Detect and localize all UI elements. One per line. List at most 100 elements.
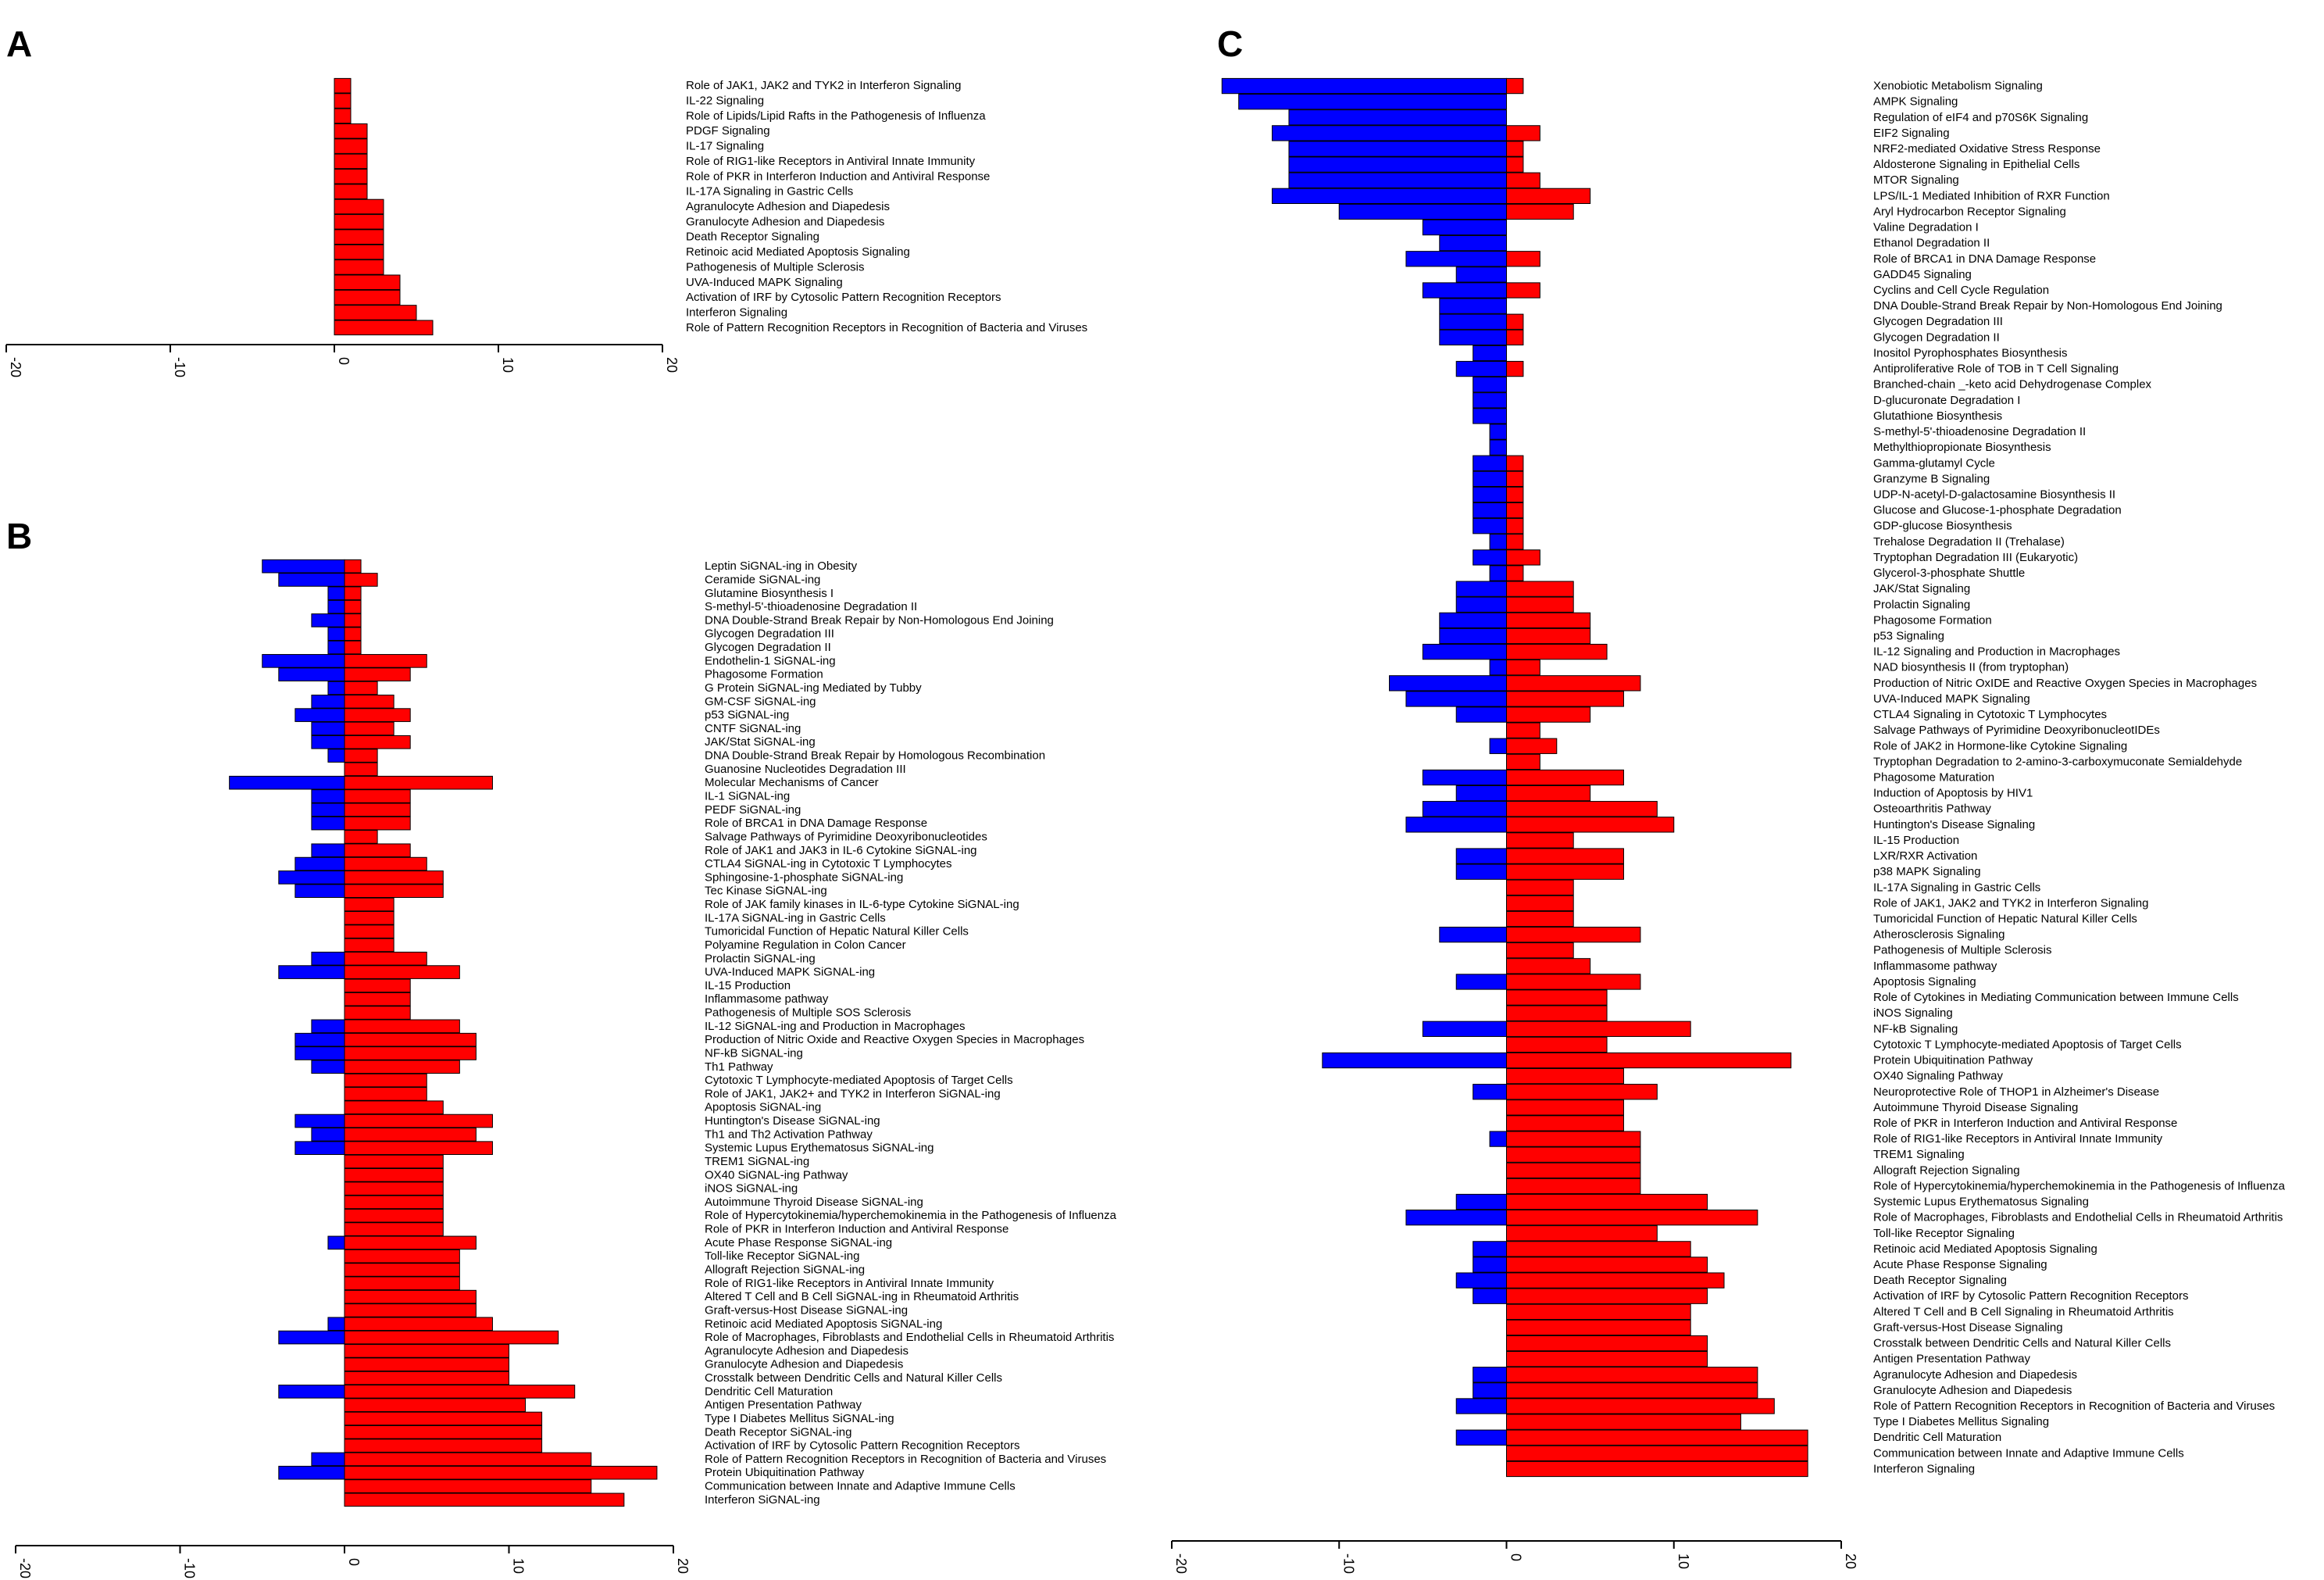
category-label: Cytotoxic T Lymphocyte-mediated Apoptosi… — [705, 1074, 1013, 1087]
bar-c-positive-66 — [1506, 1115, 1624, 1131]
bar-c-positive-49 — [1506, 848, 1624, 864]
bar-c-negative-64 — [1473, 1084, 1508, 1100]
bar-b-positive-59 — [344, 1357, 509, 1372]
category-label: IL-17 Signaling — [686, 140, 764, 153]
category-label: Apoptosis Signaling — [1873, 975, 1976, 988]
bar-b-positive-35 — [344, 1032, 477, 1047]
bar-c-positive-48 — [1506, 832, 1574, 849]
category-label: Granulocyte Adhesion and Diapedesis — [686, 215, 884, 228]
bar-b-positive-26 — [344, 911, 394, 925]
category-label: p38 MAPK Signaling — [1873, 865, 1981, 878]
bar-b-negative-0 — [262, 559, 345, 574]
category-label: MTOR Signaling — [1873, 173, 1959, 187]
category-label: UVA-Induced MAPK SiGNAL-ing — [705, 966, 875, 979]
bar-b-negative-29 — [311, 951, 345, 966]
bar-c-positive-64 — [1506, 1084, 1658, 1100]
bar-c-positive-29 — [1506, 534, 1524, 550]
bar-c-negative-54 — [1439, 926, 1508, 943]
bar-c-positive-7 — [1506, 188, 1591, 205]
bar-c-positive-78 — [1506, 1303, 1691, 1320]
bar-c-positive-39 — [1506, 691, 1624, 707]
bar-c-positive-50 — [1506, 863, 1624, 880]
category-label: Prolactin Signaling — [1873, 598, 1970, 611]
bar-b-positive-19 — [344, 816, 411, 831]
category-label: Role of PKR in Interferon Induction and … — [705, 1223, 1008, 1236]
bar-b-positive-0 — [344, 559, 362, 574]
bar-c-negative-67 — [1489, 1131, 1507, 1147]
bar-c-positive-61 — [1506, 1036, 1608, 1053]
category-label: Induction of Apoptosis by HIV1 — [1873, 787, 2033, 800]
category-label: Antigen Presentation Pathway — [1873, 1353, 2030, 1366]
bar-b-positive-24 — [344, 884, 444, 899]
category-label: UVA-Induced MAPK Signaling — [686, 276, 843, 289]
bar-a-positive-5 — [334, 153, 368, 170]
category-label: NF-kB SiGNAL-ing — [705, 1046, 803, 1060]
category-label: Interferon Signaling — [686, 306, 787, 319]
category-label: Role of RIG1-like Receptors in Antiviral… — [705, 1277, 994, 1290]
bar-b-positive-7 — [344, 654, 427, 668]
bar-b-negative-21 — [311, 843, 345, 858]
category-label: Systemic Lupus Erythematosus SiGNAL-ing — [705, 1142, 934, 1155]
category-label: Granulocyte Adhesion and Diapedesis — [705, 1358, 903, 1371]
category-label: Phagosome Formation — [705, 668, 823, 681]
category-label: Agranulocyte Adhesion and Diapedesis — [705, 1344, 909, 1357]
bar-b-positive-39 — [344, 1087, 427, 1101]
category-label: IL-17A SiGNAL-ing in Gastric Cells — [705, 911, 886, 924]
bar-a-positive-2 — [334, 108, 352, 124]
bar-c-negative-36 — [1422, 643, 1508, 660]
category-label: Prolactin SiGNAL-ing — [705, 952, 816, 965]
category-label: Role of RIG1-like Receptors in Antiviral… — [686, 155, 976, 168]
bar-b-positive-38 — [344, 1073, 427, 1088]
category-label: Role of JAK2 in Hormone-like Cytokine Si… — [1873, 739, 2127, 752]
category-label: Agranulocyte Adhesion and Diapedesis — [1873, 1368, 2077, 1382]
x-tick-label: 0 — [346, 1558, 362, 1566]
bar-b-negative-56 — [327, 1317, 345, 1332]
bar-b-positive-50 — [344, 1235, 477, 1250]
bar-b-positive-32 — [344, 992, 411, 1006]
bar-b-negative-35 — [295, 1032, 345, 1047]
category-label: Role of RIG1-like Receptors in Antiviral… — [1873, 1132, 2163, 1146]
bar-b-positive-45 — [344, 1167, 444, 1182]
bar-c-negative-20 — [1473, 392, 1508, 409]
bar-b-negative-42 — [311, 1128, 345, 1142]
bar-b-negative-7 — [262, 654, 345, 668]
bar-c-negative-33 — [1455, 596, 1507, 613]
bar-b-positive-1 — [344, 573, 378, 587]
bar-b-negative-13 — [311, 735, 345, 749]
bar-b-positive-8 — [344, 667, 411, 681]
x-tick-label: 20 — [664, 357, 680, 373]
bar-b-negative-24 — [295, 884, 345, 899]
bar-a-positive-9 — [334, 214, 384, 230]
bar-c-positive-31 — [1506, 565, 1524, 581]
category-label: Role of Pattern Recognition Receptors in… — [686, 321, 1087, 334]
category-label: iNOS Signaling — [1873, 1006, 1953, 1020]
bar-c-positive-72 — [1506, 1209, 1758, 1226]
bar-c-negative-15 — [1439, 313, 1508, 330]
bar-c-positive-63 — [1506, 1067, 1624, 1085]
bar-c-negative-6 — [1288, 172, 1507, 188]
bar-b-positive-25 — [344, 897, 394, 912]
category-label: Graft-versus-Host Disease Signaling — [1873, 1321, 2063, 1334]
panel-c-chart: Xenobiotic Metabolism Signaling AMPK Sign… — [1171, 77, 2286, 1574]
category-label: Pathogenesis of Multiple SOS Sclerosis — [705, 1006, 911, 1020]
category-label: Protein Ubiquitination Pathway — [1873, 1054, 2033, 1067]
category-label: Ceramide SiGNAL-ing — [705, 573, 820, 586]
bar-c-positive-59 — [1506, 1005, 1608, 1021]
category-label: Tumoricidal Function of Hepatic Natural … — [1873, 913, 2137, 926]
category-label: Th1 and Th2 Activation Pathway — [705, 1128, 873, 1141]
bar-b-positive-56 — [344, 1317, 493, 1332]
bar-b-positive-21 — [344, 843, 411, 858]
bar-b-negative-6 — [327, 640, 345, 655]
bar-b-positive-69 — [344, 1492, 625, 1507]
category-label: IL-17A Signaling in Gastric Cells — [686, 185, 853, 198]
x-tick-label: 10 — [511, 1558, 527, 1574]
bar-c-positive-62 — [1506, 1052, 1792, 1069]
bar-c-positive-47 — [1506, 817, 1675, 833]
bar-b-positive-30 — [344, 965, 460, 979]
category-label: Role of Hypercytokinemia/hyperchemokinem… — [1873, 1179, 2286, 1192]
category-label: UDP-N-acetyl-D-galactosamine Biosynthesi… — [1873, 488, 2115, 501]
category-label: Role of BRCA1 in DNA Damage Response — [705, 817, 927, 830]
bar-b-positive-62 — [344, 1398, 527, 1412]
bar-c-negative-25 — [1473, 470, 1508, 488]
bar-b-negative-3 — [327, 599, 345, 614]
